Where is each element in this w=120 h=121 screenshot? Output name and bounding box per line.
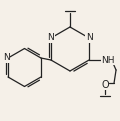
- Text: O: O: [101, 80, 109, 90]
- Text: N: N: [3, 53, 9, 63]
- Text: N: N: [48, 34, 54, 42]
- Text: N: N: [86, 34, 92, 42]
- Text: NH: NH: [101, 56, 115, 64]
